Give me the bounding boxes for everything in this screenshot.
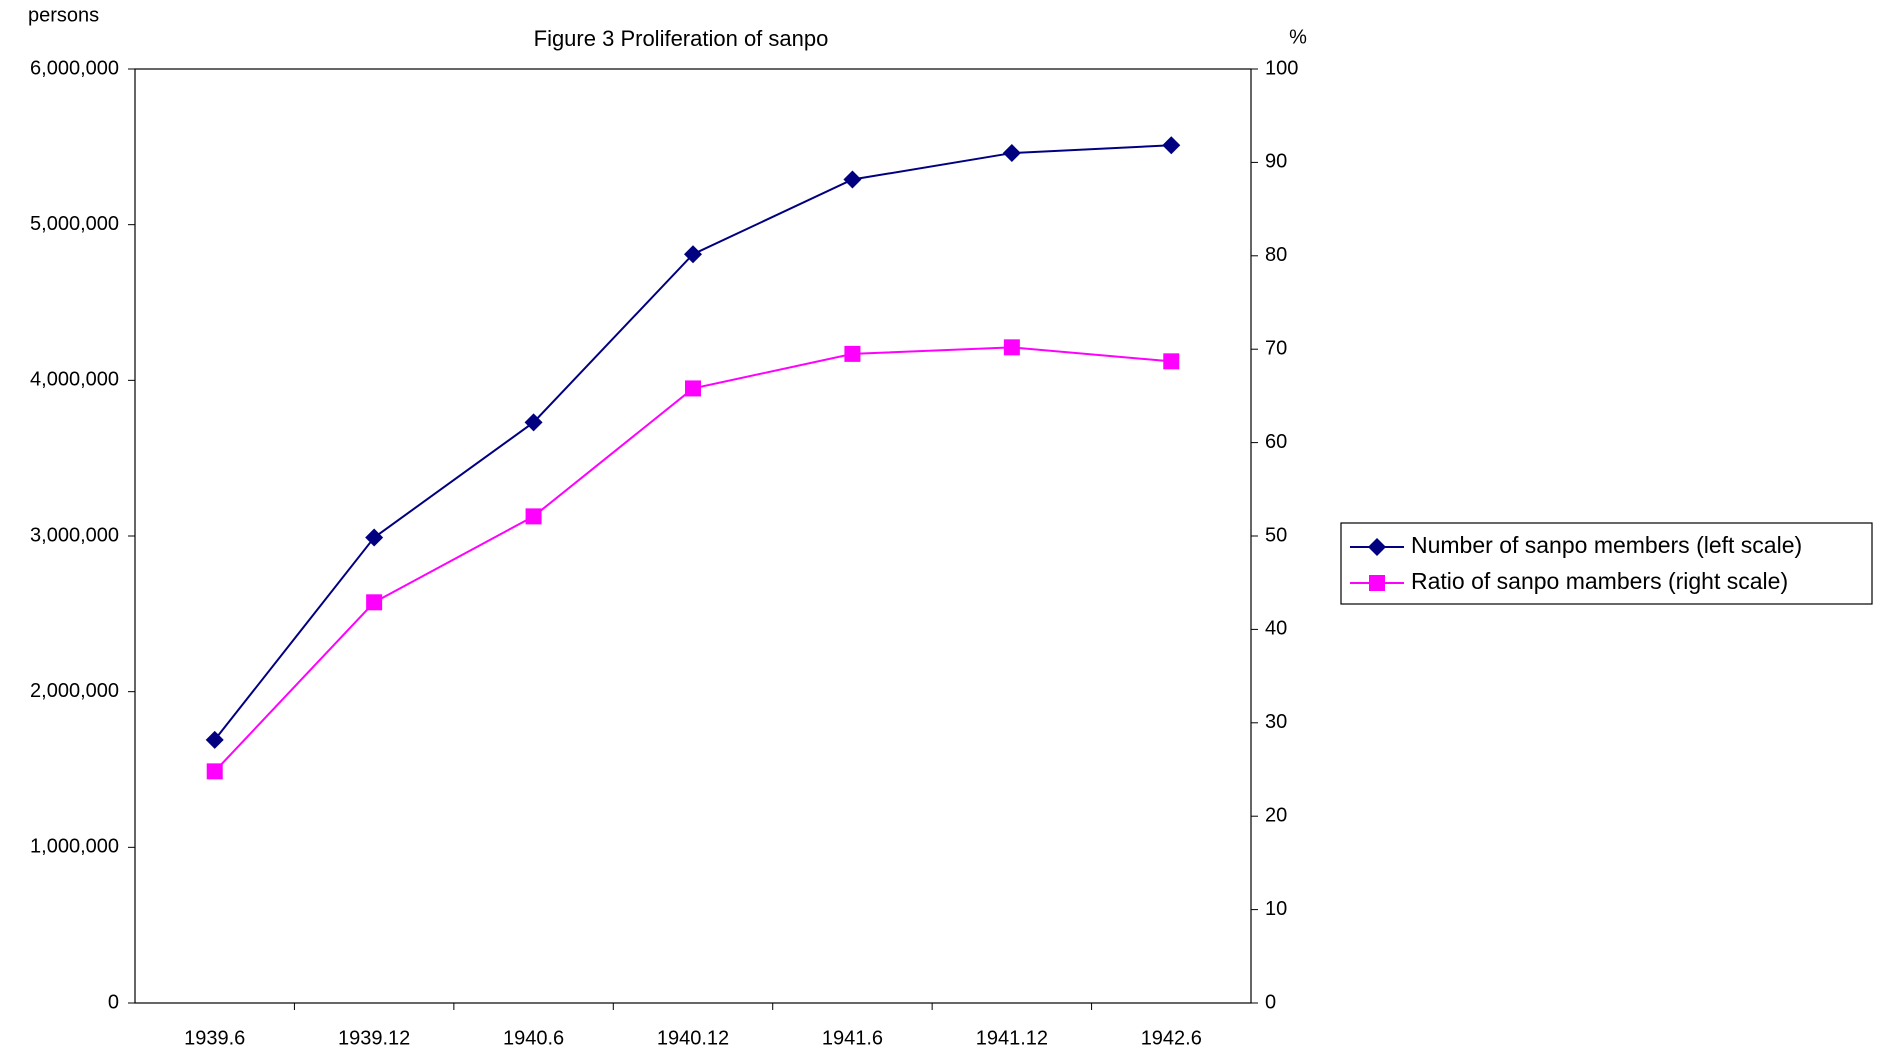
data-point: [1002, 144, 1021, 163]
y-tick-label: 6,000,000: [30, 57, 119, 79]
y2-tick-label: 90: [1265, 151, 1287, 173]
y2-tick-label: 40: [1265, 618, 1287, 640]
data-point: [1162, 136, 1181, 155]
data-point: [524, 413, 543, 432]
y2-tick-label: 10: [1265, 898, 1287, 920]
y2-tick-label: 30: [1265, 711, 1287, 733]
x-tick-label: 1940.12: [657, 1027, 729, 1049]
data-point: [1003, 339, 1020, 356]
data-point: [844, 345, 861, 362]
data-point: [1163, 353, 1180, 370]
y2-tick-label: 70: [1265, 337, 1287, 359]
data-point: [206, 763, 223, 780]
plot-frame: [134, 68, 1252, 1004]
legend-label: Ratio of sanpo mambers (right scale): [1411, 568, 1788, 594]
x-tick-label: 1941.12: [976, 1027, 1048, 1049]
y-tick-label: 1,000,000: [30, 836, 119, 858]
y-tick-label: 3,000,000: [30, 524, 119, 546]
data-point: [684, 245, 702, 264]
y-tick-label: 0: [108, 991, 119, 1013]
legend-box: [1340, 522, 1873, 605]
series-line: [213, 144, 1172, 741]
x-tick-label: 1939.12: [338, 1027, 410, 1049]
data-point: [205, 730, 224, 749]
y-tick-label: 4,000,000: [30, 369, 119, 391]
y2-tick-label: 0: [1265, 991, 1276, 1013]
y2-tick-label: 60: [1265, 431, 1287, 453]
legend-label: Number of sanpo members (left scale): [1411, 532, 1802, 558]
legend-marker: [1368, 538, 1386, 556]
data-point: [366, 594, 383, 611]
x-tick-label: 1941.6: [822, 1027, 883, 1049]
data-point: [525, 508, 542, 525]
y2-tick-label: 100: [1265, 57, 1298, 79]
y2-axis-label: %: [1289, 26, 1307, 48]
legend-marker: [1369, 575, 1385, 591]
y-tick-label: 2,000,000: [30, 680, 119, 702]
y2-tick-label: 20: [1265, 804, 1287, 826]
y-axis-label: persons: [28, 4, 99, 26]
data-point: [685, 380, 701, 397]
y2-tick-label: 50: [1265, 524, 1287, 546]
data-point: [365, 528, 384, 547]
y2-tick-label: 80: [1265, 244, 1287, 266]
y-tick-label: 5,000,000: [30, 213, 119, 235]
x-tick-label: 1940.6: [503, 1027, 564, 1049]
chart-title: Figure 3 Proliferation of sanpo: [534, 26, 829, 51]
data-point: [843, 170, 862, 189]
x-tick-label: 1942.6: [1141, 1027, 1202, 1049]
x-tick-label: 1939.6: [184, 1027, 245, 1049]
